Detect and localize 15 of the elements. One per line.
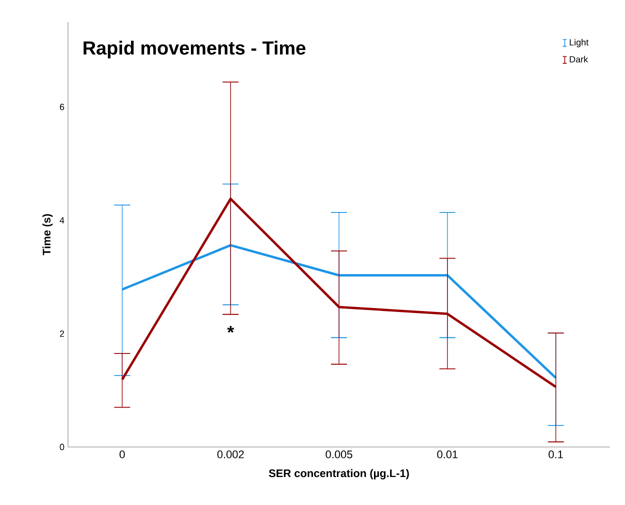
x-tick-label: 0 (120, 450, 125, 458)
x-tick-label: 0.005 (326, 450, 352, 458)
y-tick-label: 4 (60, 217, 64, 224)
legend-label: Dark (570, 56, 588, 62)
y-tick-label: 6 (60, 104, 64, 110)
annotation: * (227, 326, 234, 333)
x-axis-title: SER concentration (µg.L-1) (268, 469, 409, 480)
y-axis-title: Time (s) (42, 214, 53, 256)
text: Rapid movements - Time (84, 40, 306, 58)
x-tick-label: 0.01 (437, 450, 458, 458)
x-tick-label: 0.002 (217, 450, 244, 458)
legend-label: Light (570, 38, 588, 48)
y-tick-label: 0 (60, 444, 64, 450)
y-tick-label: 2 (60, 330, 64, 337)
x-tick-label: 0.1 (548, 450, 563, 458)
